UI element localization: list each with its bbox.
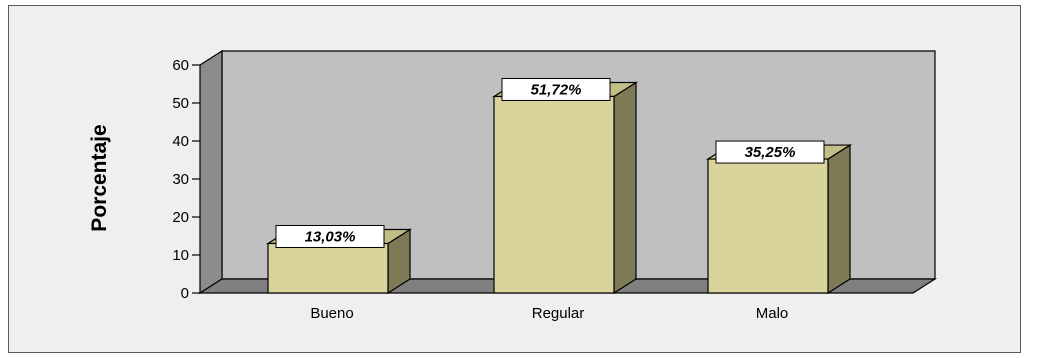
data-label: 35,25%: [745, 144, 796, 161]
bar-side: [827, 143, 851, 295]
bar: [707, 158, 829, 294]
labels: 13,03% Bueno 51,72% Regular 35,25% Malo: [275, 77, 825, 322]
y-tick-label: 60: [172, 57, 189, 74]
y-tick-label: 10: [172, 247, 189, 264]
bar: [267, 242, 389, 294]
y-tick-label: 50: [172, 95, 189, 112]
data-label: 13,03%: [305, 228, 356, 245]
y-tick-label: 20: [172, 209, 189, 226]
data-label-box: [715, 140, 825, 164]
data-label: 51,72%: [531, 81, 582, 98]
category-label: Regular: [532, 305, 585, 322]
data-label-box: [501, 77, 611, 101]
y-tick-label: 30: [172, 171, 189, 188]
category-label: Bueno: [310, 305, 353, 322]
y-tick-label: 0: [181, 285, 189, 302]
category-label: Malo: [756, 305, 789, 322]
y-axis-title: Porcentaje: [88, 124, 111, 231]
y-tick-label: 40: [172, 133, 189, 150]
data-label-box: [275, 224, 385, 248]
y-axis: 0 10 20 30 40 50 60: [172, 57, 200, 302]
bar: [493, 95, 615, 294]
bar-side: [613, 81, 637, 295]
left-wall: [199, 49, 223, 295]
